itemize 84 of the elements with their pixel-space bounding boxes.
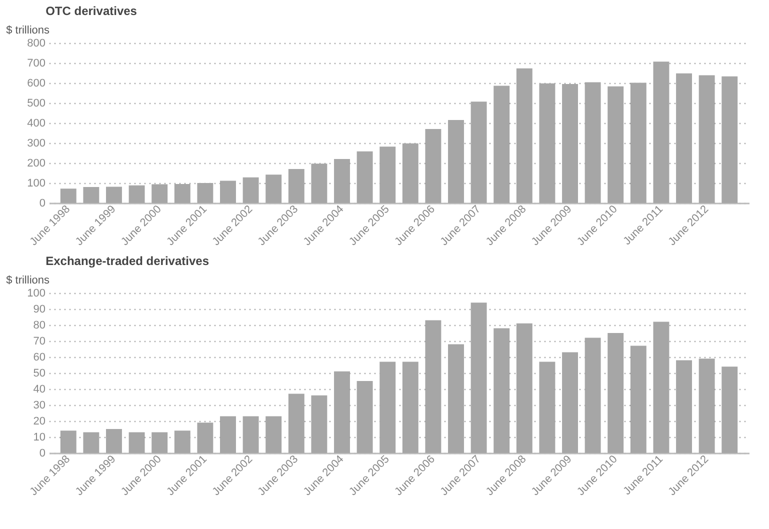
y-tick-label: 100 — [27, 288, 46, 300]
bar — [60, 430, 76, 453]
bar — [448, 344, 464, 453]
bar — [425, 320, 442, 453]
y-axis-title: $ trillions — [6, 24, 50, 36]
bar — [698, 358, 715, 453]
bar — [152, 184, 168, 203]
bar — [174, 184, 190, 203]
bar — [539, 362, 556, 453]
bar — [220, 180, 236, 203]
bar — [516, 68, 532, 203]
bar — [174, 430, 190, 453]
bar — [311, 395, 328, 453]
y-tick-label: 80 — [33, 320, 46, 332]
bar — [425, 129, 442, 203]
y-tick-label: 300 — [27, 138, 46, 150]
bar — [83, 432, 100, 453]
y-tick-label: 700 — [27, 58, 46, 70]
y-tick-label: 40 — [33, 384, 46, 396]
y-tick-label: 800 — [27, 38, 46, 50]
bar — [380, 362, 396, 453]
y-tick-label: 200 — [27, 158, 46, 170]
bar — [494, 328, 510, 453]
bar — [106, 429, 122, 453]
bar — [311, 164, 328, 203]
y-tick-label: 90 — [33, 304, 46, 316]
bar — [494, 86, 510, 203]
bar — [242, 177, 259, 203]
chart-title: OTC derivatives — [46, 4, 138, 18]
bar — [562, 352, 578, 453]
bar — [288, 169, 304, 203]
bar — [60, 188, 76, 203]
bar — [722, 76, 738, 203]
y-tick-label: 10 — [33, 432, 46, 444]
bar — [220, 416, 236, 453]
y-tick-label: 30 — [33, 400, 46, 412]
bar — [242, 416, 259, 453]
bar — [630, 82, 646, 203]
bar — [83, 187, 100, 203]
y-tick-label: 20 — [33, 416, 46, 428]
bar — [722, 366, 738, 453]
bar — [106, 186, 122, 203]
bar — [608, 86, 624, 203]
bar — [608, 333, 624, 453]
bar — [539, 83, 556, 203]
bar — [402, 143, 418, 203]
bar — [470, 302, 487, 453]
bar — [334, 159, 350, 203]
y-axis-title: $ trillions — [6, 274, 50, 286]
chart-title: Exchange-traded derivatives — [46, 254, 210, 268]
bar — [334, 371, 350, 453]
bar — [562, 84, 578, 203]
bar — [197, 422, 214, 453]
bar — [584, 82, 601, 203]
bar — [676, 73, 692, 203]
bar — [584, 338, 601, 453]
bar — [266, 174, 282, 203]
bar — [516, 323, 532, 453]
y-tick-label: 400 — [27, 118, 46, 130]
y-tick-label: 50 — [33, 368, 46, 380]
bar — [448, 120, 464, 203]
bar — [698, 75, 715, 203]
bar — [197, 183, 214, 203]
bar — [288, 394, 304, 453]
bar — [630, 346, 646, 453]
bar — [152, 432, 168, 453]
bar — [470, 102, 487, 203]
bar — [653, 322, 670, 453]
bar — [266, 416, 282, 453]
bar — [676, 360, 692, 453]
bar — [402, 362, 418, 453]
y-tick-label: 70 — [33, 336, 46, 348]
y-tick-label: 0 — [39, 198, 46, 210]
y-tick-label: 0 — [39, 448, 46, 460]
bar — [128, 185, 145, 203]
y-tick-label: 60 — [33, 352, 46, 364]
bar — [380, 146, 396, 203]
y-tick-label: 100 — [27, 178, 46, 190]
bar — [128, 432, 145, 453]
bar — [356, 381, 373, 453]
bar — [356, 151, 373, 203]
y-tick-label: 500 — [27, 98, 46, 110]
y-tick-label: 600 — [27, 78, 46, 90]
bar — [653, 62, 670, 203]
